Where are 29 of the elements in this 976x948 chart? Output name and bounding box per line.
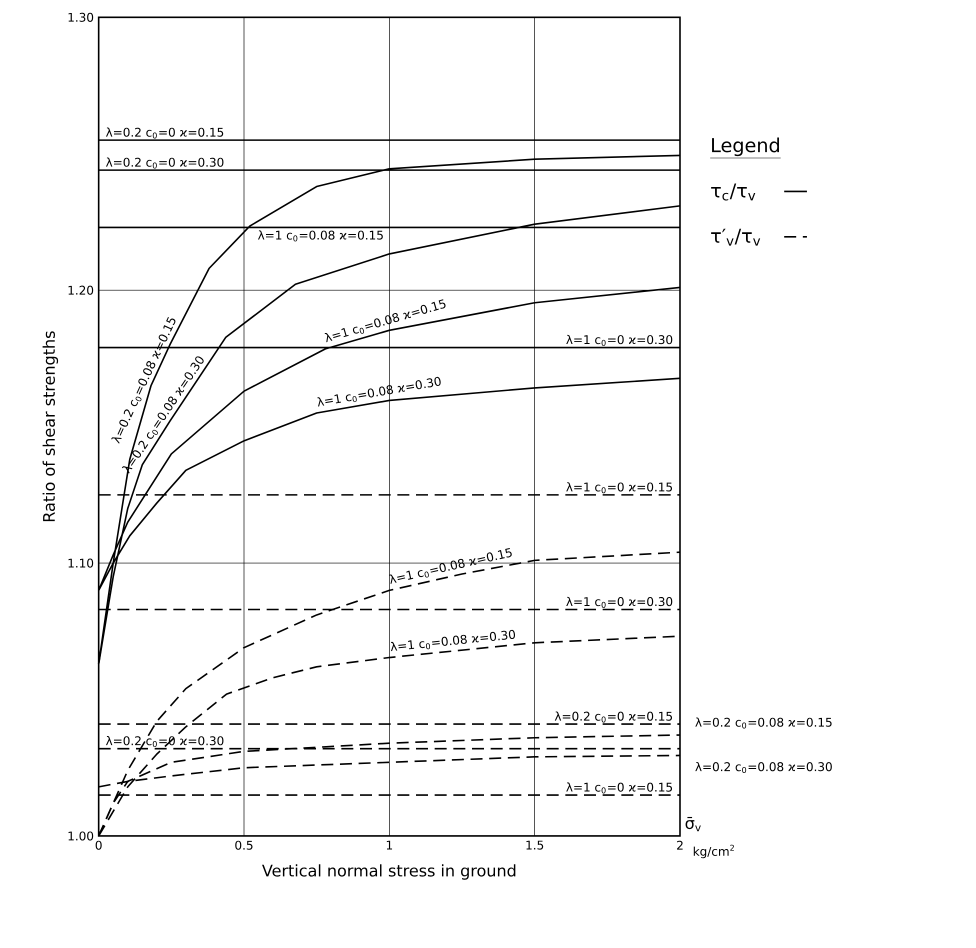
series-label: λ=1 c$_{0}$=0.08 ϰ=0.15: [258, 230, 383, 242]
series-label: λ=1 c$_{0}$=0 ϰ=0.15: [566, 782, 672, 794]
legend-title: Legend: [712, 138, 779, 156]
x-tick-label: 0: [96, 840, 102, 850]
text: τ$_{c}$/τ$_{v}$: [711, 183, 756, 201]
x-tick-label: 0.5: [235, 840, 252, 850]
text: kg/cm$^{2}$: [694, 844, 734, 858]
x-tick-label: 1: [386, 840, 392, 850]
series-label: λ=0.2 c$_{0}$=0 ϰ=0.15: [554, 711, 672, 722]
x-tick-label: 1.5: [526, 840, 544, 850]
series-label: λ=0.2 c$_{0}$=0.08 ϰ=0.30: [695, 762, 832, 773]
series-label: λ=1 c$_{0}$=0 ϰ=0.30: [566, 596, 672, 608]
x-tick-label: 2: [677, 840, 683, 850]
text: λ=1 c$_{0}$=0.08 ϰ=0.15: [389, 548, 512, 584]
y-tick-label: 1.10: [68, 558, 94, 568]
text: σ̄$_{v}$: [686, 816, 701, 832]
series-label: λ=0.2 c$_{0}$=0 ϰ=0.15: [106, 127, 224, 139]
y-axis-title: Ratio of shear strengths: [42, 331, 58, 522]
x-axis-title: Vertical normal stress in ground: [262, 864, 516, 880]
text: τ′$_{v}$/τ$_{v}$: [711, 228, 760, 246]
series-label: λ=1 c$_{0}$=0 ϰ=0.30: [566, 334, 672, 346]
series-label: λ=0.2 c$_{0}$=0 ϰ=0.30: [106, 158, 224, 169]
series-label: λ=0.2 c$_{0}$=0.08 ϰ=0.15: [695, 718, 832, 729]
text: λ=1 c$_{0}$=0.08 ϰ=0.30: [390, 630, 516, 652]
text: λ=1 c$_{0}$=0.08 ϰ=0.30: [317, 376, 441, 407]
y-tick-label: 1.00: [68, 831, 94, 841]
series-label: λ=1 c$_{0}$=0 ϰ=0.15: [566, 482, 672, 494]
y-tick-label: 1.30: [68, 12, 94, 22]
y-tick-label: 1.20: [68, 286, 94, 295]
